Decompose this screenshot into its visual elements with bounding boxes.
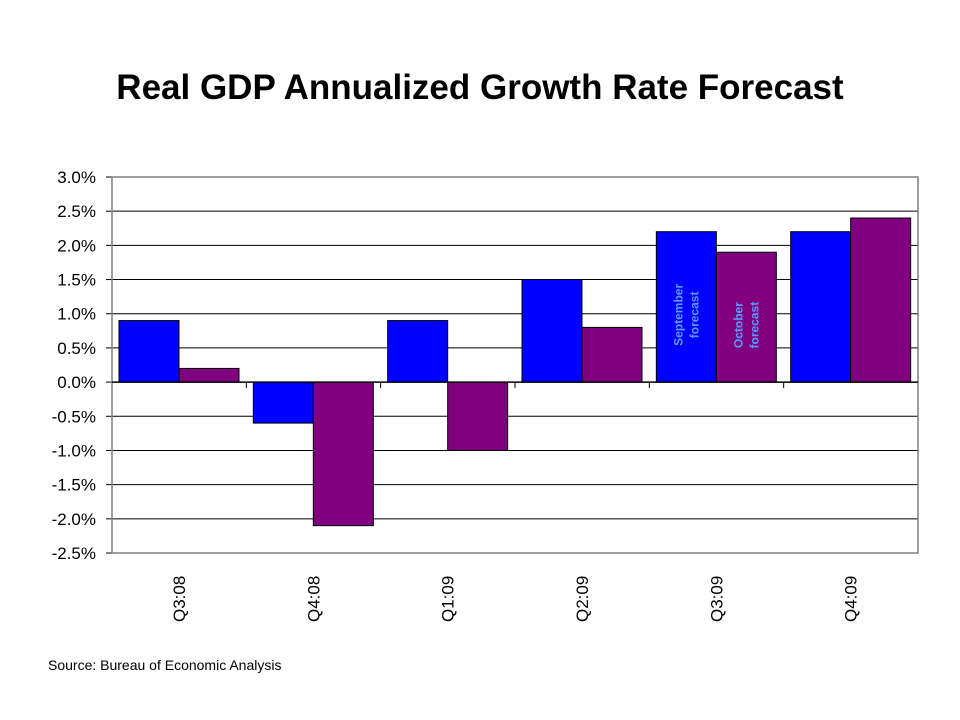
y-tick-label: 1.5%	[57, 271, 96, 290]
annotation-text: forecast	[747, 302, 761, 349]
bar-Q209-s1	[521, 279, 583, 383]
y-tick-label: -2.5%	[52, 544, 96, 563]
bar-Q109-s2	[447, 381, 509, 451]
x-tick-label: Q4:08	[304, 576, 323, 622]
plot-frame	[111, 176, 919, 554]
bar-Q408-s2	[312, 381, 374, 527]
y-tick-label: 0.0%	[57, 373, 96, 392]
x-tick-label: Q2:09	[573, 576, 592, 622]
x-tick-label: Q1:09	[439, 576, 458, 622]
grid-lines	[112, 176, 918, 520]
y-tick-label: 2.5%	[57, 202, 96, 221]
x-tick-label: Q4:09	[842, 576, 861, 622]
bar-Q308-s1	[118, 320, 180, 383]
x-tick-label: Q3:08	[170, 576, 189, 622]
annotation-text: forecast	[687, 292, 701, 339]
annotation-text: October	[731, 302, 745, 348]
bar-Q409-s1	[790, 231, 852, 383]
labels: 3.0% 2.5% 2.0% 1.5% 1.0% 0.5% 0.0% -0.5% -1.0% -1…	[52, 168, 861, 622]
bar-Q109-s1	[387, 320, 449, 383]
y-tick-label: -1.5%	[52, 476, 96, 495]
x-tick-label: Q3:09	[707, 576, 726, 622]
y-tick-label: -0.5%	[52, 407, 96, 426]
source-note: Source: Bureau of Economic Analysis	[48, 657, 282, 673]
bar-Q409-s2	[850, 217, 912, 383]
chart-title: Real GDP Annualized Growth Rate Forecast	[116, 68, 844, 107]
axes	[106, 176, 919, 554]
y-tick-label: 1.0%	[57, 305, 96, 324]
y-tick-label: -2.0%	[52, 510, 96, 529]
bars	[118, 217, 912, 527]
y-tick-label: 3.0%	[57, 168, 96, 187]
bar-Q408-s1	[252, 381, 314, 424]
y-tick-label: 0.5%	[57, 339, 96, 358]
annotation-text: September	[671, 284, 685, 346]
bar-Q309-s1	[655, 231, 717, 383]
bar-Q209-s2	[581, 326, 643, 383]
y-tick-label: -1.0%	[52, 441, 96, 460]
bar-Q308-s2	[178, 367, 240, 383]
y-tick-label: 2.0%	[57, 236, 96, 255]
bar-Q309-s2	[715, 251, 777, 383]
